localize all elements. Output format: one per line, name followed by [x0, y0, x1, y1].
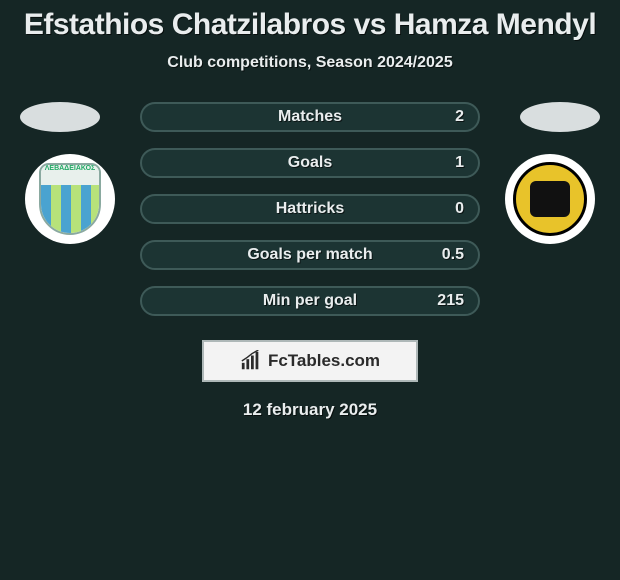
- brand-label: FcTables.com: [268, 351, 380, 371]
- stat-label: Hattricks: [276, 200, 344, 218]
- stat-value-right: 2: [455, 108, 464, 126]
- page-title: Efstathios Chatzilabros vs Hamza Mendyl: [0, 0, 620, 42]
- player-portrait-left: [20, 102, 100, 132]
- stat-row-goals: Goals 1: [140, 148, 480, 178]
- club-crest-right-icon: [513, 162, 587, 236]
- subtitle: Club competitions, Season 2024/2025: [0, 54, 620, 72]
- stats-area: ΛΕΒΑΔΕΙΑΚΟΣ Matches 2 Goals 1 Hattricks …: [0, 102, 620, 322]
- stat-label: Matches: [278, 108, 342, 126]
- stat-rows: Matches 2 Goals 1 Hattricks 0 Goals per …: [140, 102, 480, 332]
- comparison-card: Efstathios Chatzilabros vs Hamza Mendyl …: [0, 0, 620, 580]
- club-badge-right: [505, 154, 595, 244]
- club-badge-left: ΛΕΒΑΔΕΙΑΚΟΣ: [25, 154, 115, 244]
- stat-row-gpm: Goals per match 0.5: [140, 240, 480, 270]
- player-portrait-right: [520, 102, 600, 132]
- club-crest-left-label: ΛΕΒΑΔΕΙΑΚΟΣ: [41, 165, 99, 185]
- stat-value-right: 0.5: [442, 246, 464, 264]
- bar-chart-icon: [240, 350, 262, 372]
- stat-row-matches: Matches 2: [140, 102, 480, 132]
- brand-badge: FcTables.com: [202, 340, 418, 382]
- stat-value-right: 1: [455, 154, 464, 172]
- stat-value-right: 0: [455, 200, 464, 218]
- stat-row-hattricks: Hattricks 0: [140, 194, 480, 224]
- date-line: 12 february 2025: [0, 400, 620, 420]
- club-crest-left-icon: ΛΕΒΑΔΕΙΑΚΟΣ: [39, 163, 101, 235]
- stat-label: Goals: [288, 154, 332, 172]
- stat-row-mpg: Min per goal 215: [140, 286, 480, 316]
- stat-value-right: 215: [437, 292, 464, 310]
- stat-label: Min per goal: [263, 292, 357, 310]
- stat-label: Goals per match: [247, 246, 372, 264]
